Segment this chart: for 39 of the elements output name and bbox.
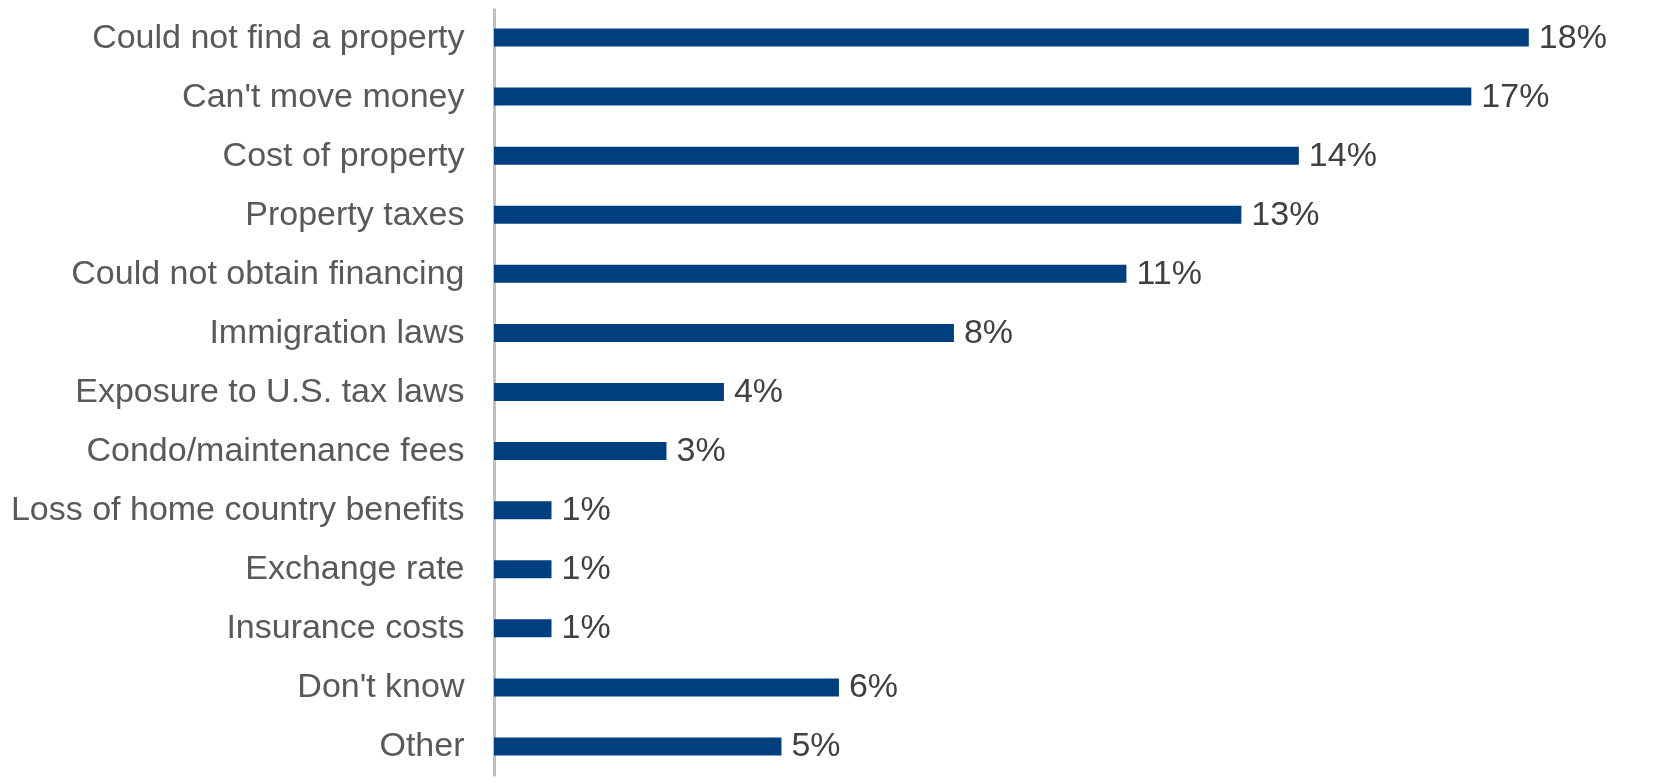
- bar: [494, 323, 954, 342]
- y-tick-label: Condo/maintenance fees: [86, 430, 465, 469]
- data-label: 14%: [1308, 134, 1377, 173]
- data-label: 11%: [1136, 252, 1202, 291]
- bar: [494, 737, 782, 756]
- bar: [494, 560, 552, 579]
- data-label: 18%: [1538, 16, 1607, 55]
- y-tick-label: Insurance costs: [226, 607, 465, 646]
- y-tick-label: Exchange rate: [245, 548, 465, 587]
- data-label: 3%: [676, 430, 726, 469]
- y-tick-label: Don't know: [297, 666, 465, 705]
- bar: [494, 678, 839, 697]
- bar: [494, 28, 1529, 47]
- y-tick-label: Can't move money: [182, 75, 465, 114]
- bar: [494, 146, 1299, 165]
- data-label: 1%: [561, 548, 611, 587]
- bar: [494, 87, 1472, 106]
- bar: [494, 442, 667, 461]
- data-label: 4%: [733, 371, 784, 409]
- data-label: 8%: [963, 311, 1014, 350]
- y-tick-label: Could not find a property: [92, 16, 465, 55]
- y-tick-label: Exposure to U.S. tax laws: [75, 371, 465, 409]
- bar: [494, 501, 552, 520]
- y-tick-label: Could not obtain financing: [71, 252, 465, 291]
- data-label: 6%: [848, 666, 899, 705]
- y-tick-label: Immigration laws: [209, 311, 465, 350]
- bar: [494, 619, 552, 638]
- y-tick-label: Other: [379, 725, 465, 764]
- bar: [494, 264, 1127, 283]
- y-tick-label: Property taxes: [245, 193, 465, 232]
- data-label: 1%: [561, 489, 611, 528]
- data-label: 5%: [791, 725, 841, 764]
- data-label: 17%: [1481, 75, 1550, 114]
- y-tick-label: Loss of home country benefits: [10, 489, 465, 528]
- data-label: 1%: [561, 607, 611, 646]
- bar: [494, 205, 1242, 224]
- data-label: 13%: [1251, 193, 1320, 232]
- y-tick-label: Cost of property: [222, 134, 465, 173]
- bar: [494, 383, 724, 401]
